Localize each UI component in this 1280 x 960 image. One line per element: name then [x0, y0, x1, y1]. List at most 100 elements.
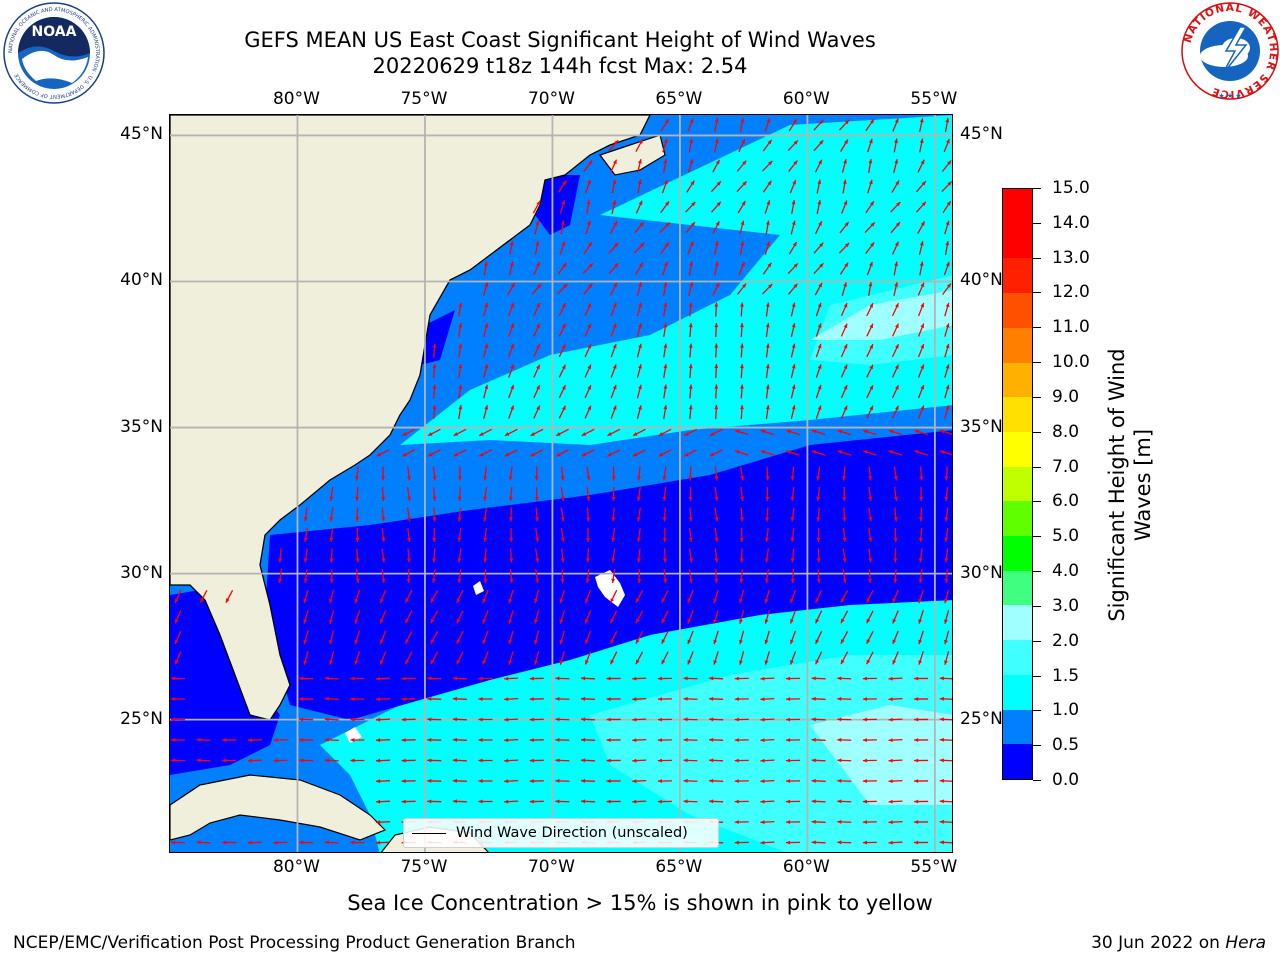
- wave-direction-arrowhead: [842, 496, 847, 501]
- wave-direction-arrowhead: [919, 517, 923, 522]
- wave-direction-arrowhead: [561, 405, 566, 411]
- wave-direction-arrowhead: [946, 283, 951, 288]
- wave-direction-arrowhead: [786, 758, 791, 763]
- wave-direction-arrowhead: [939, 819, 944, 824]
- north-america-land: [170, 115, 651, 721]
- wave-direction-arrowhead: [585, 578, 590, 583]
- wave-direction-arrowhead: [920, 323, 925, 328]
- svg-text:★ ★ ★: ★ ★ ★: [1218, 92, 1241, 100]
- wave-direction-arrowhead: [760, 799, 765, 804]
- wave-direction-arrowhead: [303, 578, 308, 583]
- nova-scotia-land: [599, 134, 666, 176]
- noaa-logo-text: NOAA: [32, 24, 77, 40]
- wave-direction-arrowhead: [587, 323, 592, 329]
- wave-direction-arrowhead: [405, 618, 410, 624]
- wave-direction-arrowhead: [920, 343, 925, 349]
- wave-direction-arrowhead: [534, 660, 538, 665]
- wave-direction-arrowhead: [355, 558, 360, 563]
- wave-direction-arrowhead: [561, 385, 566, 390]
- wave-direction-arrowhead: [716, 201, 721, 207]
- wave-direction-arrowhead: [740, 517, 744, 522]
- wave-direction-arrowhead: [606, 676, 611, 681]
- map-panel: [169, 114, 953, 853]
- wave-direction-arrowhead: [740, 302, 744, 307]
- wave-direction-arrowhead: [562, 180, 567, 186]
- right-lat-label: 45°N: [960, 124, 1003, 145]
- wave-direction-arrowhead: [504, 717, 509, 722]
- colorbar-tick-mark: [1033, 710, 1041, 712]
- wave-direction-arrowhead: [529, 676, 534, 681]
- right-lat-label: 40°N: [960, 270, 1003, 291]
- colorbar-tick-label: 6.0: [1052, 491, 1080, 512]
- wave-direction-arrowhead: [896, 201, 901, 207]
- wave-direction-arrowhead: [478, 758, 483, 763]
- wave-direction-arrowhead: [606, 717, 611, 722]
- wave-direction-arrowhead: [793, 160, 798, 165]
- wave-direction-arrowhead: [764, 619, 769, 624]
- wave-direction-arrowhead: [734, 738, 739, 743]
- wave-direction-arrowhead: [843, 323, 848, 329]
- colorbar-tick-mark: [1033, 362, 1041, 364]
- wave-direction-arrowhead: [765, 323, 770, 328]
- wave-direction-arrowhead: [663, 138, 668, 144]
- wave-direction-arrowhead: [765, 302, 770, 307]
- wave-direction-arrowhead: [510, 405, 514, 410]
- wave-direction-arrowhead: [819, 263, 824, 268]
- wave-direction-arrowhead: [661, 598, 666, 603]
- wave-direction-arrowhead: [657, 799, 662, 804]
- wave-direction-arrowhead: [613, 159, 617, 165]
- wave-direction-arrowhead: [815, 639, 820, 644]
- wave-direction-arrowhead: [687, 598, 692, 603]
- wave-direction-arrowhead: [844, 222, 849, 227]
- wave-direction-arrowhead: [709, 737, 714, 742]
- wave-direction-arrowhead: [760, 779, 765, 784]
- wave-direction-arrowhead: [585, 639, 589, 645]
- wave-direction-arrowhead: [811, 778, 816, 783]
- wave-direction-arrowhead: [714, 537, 719, 542]
- wave-direction-arrowhead: [765, 496, 770, 501]
- colorbar-tick-label: 10.0: [1052, 352, 1090, 373]
- wave-direction-arrowhead: [171, 758, 176, 763]
- wave-direction-arrowhead: [376, 758, 381, 763]
- wave-direction-arrowhead: [483, 578, 488, 583]
- wave-direction-arrowhead: [329, 517, 334, 522]
- wave-direction-arrowhead: [200, 598, 205, 603]
- wave-direction-arrowhead: [329, 496, 334, 501]
- wave-direction-arrowhead: [586, 537, 590, 542]
- wave-direction-arrowhead: [837, 799, 842, 804]
- wave-direction-arrowhead: [560, 558, 565, 563]
- wave-direction-arrowhead: [555, 717, 560, 722]
- wave-direction-arrowhead: [561, 323, 566, 329]
- wave-direction-arrowhead: [612, 179, 617, 184]
- wave-direction-arrowhead: [888, 429, 894, 434]
- wave-direction-arrowhead: [714, 476, 719, 481]
- colorbar-segment: [1003, 397, 1032, 432]
- colorbar-tick-mark: [1033, 640, 1041, 642]
- wave-direction-arrowhead: [664, 179, 668, 185]
- wave-direction-arrowhead: [529, 738, 534, 743]
- wave-direction-arrowhead: [530, 432, 536, 436]
- wave-direction-arrowhead: [741, 139, 745, 144]
- wave-direction-arrowhead: [868, 517, 873, 522]
- wave-direction-arrowhead: [945, 118, 950, 123]
- wave-direction-arrowhead: [765, 578, 769, 583]
- colorbar-tick-mark: [1033, 222, 1041, 224]
- wave-direction-arrowhead: [329, 639, 333, 645]
- wave-direction-arrowhead: [458, 405, 463, 410]
- bottom-lon-label: 70°W: [527, 857, 575, 877]
- wave-direction-arrowhead: [811, 429, 817, 434]
- wave-direction-arrowhead: [581, 799, 586, 804]
- wave-direction-arrowhead: [716, 181, 721, 186]
- wave-direction-arrowhead: [329, 558, 334, 563]
- wave-direction-arrowhead: [536, 303, 540, 308]
- wave-direction-arrowhead: [893, 558, 898, 563]
- wave-direction-arrowhead: [735, 450, 740, 454]
- wave-direction-arrowhead: [380, 639, 384, 644]
- wave-direction-arrowhead: [767, 139, 772, 145]
- wave-direction-arrowhead: [329, 578, 334, 583]
- wave-direction-arrowhead: [585, 558, 590, 563]
- wave-direction-arrowhead: [862, 779, 867, 784]
- wave-direction-arrowhead: [842, 517, 847, 522]
- wave-direction-arrowhead: [740, 364, 744, 369]
- wave-direction-arrowhead: [892, 659, 897, 665]
